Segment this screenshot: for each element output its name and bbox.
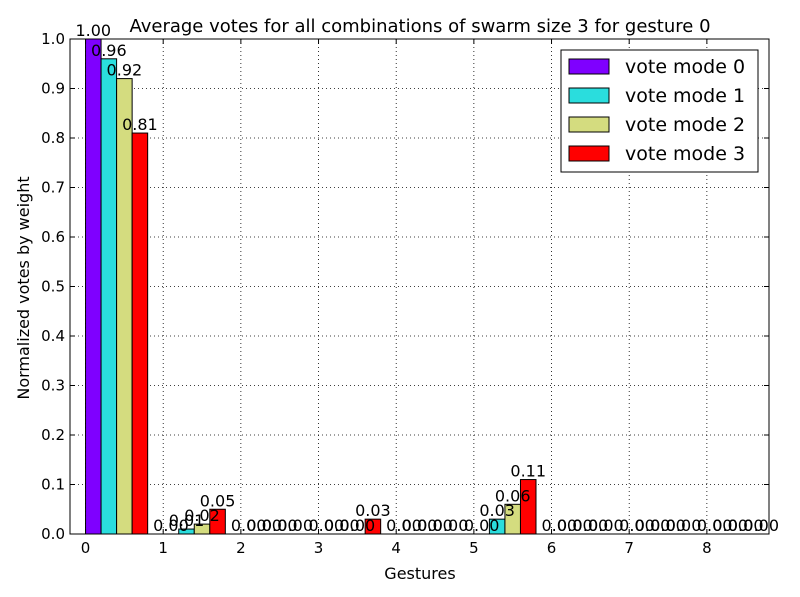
y-tick-label: 0.9 (41, 80, 65, 98)
bar-value-label: 0.81 (122, 115, 158, 134)
legend-swatch (568, 116, 610, 133)
bar-value-label: 0.00 (402, 516, 438, 535)
legend-label: vote mode 3 (625, 143, 745, 165)
y-tick-label: 0.4 (41, 327, 65, 345)
y-tick-label: 0.2 (41, 426, 65, 444)
x-tick-label: 5 (469, 539, 479, 557)
bar-value-label: 0.00 (557, 516, 593, 535)
x-axis-label: Gestures (384, 564, 455, 583)
legend-label: vote mode 0 (625, 56, 745, 78)
bar-value-label: 0.00 (340, 516, 376, 535)
axis-ticks: 0 1 2 3 4 5 6 7 8 0.0 0.1 0.2 0.3 0.4 0.5 0.6 0.7 0.8 0.9 1… (41, 30, 769, 557)
bar-value-label: 0.00 (712, 516, 748, 535)
bar-value-label: 0.00 (308, 516, 344, 535)
bar-value-label: 0.00 (246, 516, 282, 535)
legend-label: vote mode 1 (625, 85, 745, 107)
bar-value-label: 0.03 (355, 501, 391, 520)
bar-value-label: 0.96 (91, 41, 127, 60)
bar-value-label: 0.00 (541, 516, 577, 535)
y-tick-label: 0.6 (41, 228, 65, 246)
bar (85, 38, 102, 535)
bar-value-label: 0.00 (743, 516, 779, 535)
y-tick-label: 0.8 (41, 129, 65, 147)
x-tick-label: 6 (547, 539, 557, 557)
bar-value-label: 0.00 (573, 516, 609, 535)
bar (116, 78, 133, 535)
bar-value-label: 0.03 (479, 501, 515, 520)
bar-value-label: 0.00 (153, 516, 189, 535)
y-tick-label: 0.3 (41, 377, 65, 395)
y-tick-label: 0.1 (41, 476, 65, 494)
bar-value-label: 0.00 (262, 516, 298, 535)
bar (100, 58, 118, 535)
bar-value-label: 0.00 (433, 516, 469, 535)
chart-title: Average votes for all combinations of sw… (129, 16, 710, 37)
x-tick-label: 4 (391, 539, 401, 557)
bar-value-label: 0.00 (386, 516, 422, 535)
legend: vote mode 0 vote mode 1 vote mode 2 vote mo… (560, 49, 759, 173)
bar-value-label: 0.92 (107, 61, 143, 80)
bar-value-label: 0.00 (231, 516, 267, 535)
x-tick-label: 0 (81, 539, 91, 557)
legend-swatch (568, 87, 610, 104)
legend-swatch (568, 145, 610, 162)
bar (131, 132, 149, 535)
bar-value-label: 0.05 (200, 491, 236, 510)
y-tick-label: 0.5 (41, 278, 65, 296)
bar-value-label: 0.00 (588, 516, 624, 535)
bar-value-label: 0.00 (728, 516, 764, 535)
x-tick-label: 7 (624, 539, 634, 557)
bar-value-label: 0.00 (619, 516, 655, 535)
y-tick-label: 0.0 (41, 525, 65, 543)
bar-value-label: 1.00 (75, 21, 111, 40)
bar-value-label: 0.00 (666, 516, 702, 535)
x-tick-label: 1 (158, 539, 168, 557)
x-tick-label: 8 (702, 539, 712, 557)
bar-value-label: 0.11 (510, 462, 546, 481)
bar-value-label: 0.00 (635, 516, 671, 535)
y-tick-label: 0.7 (41, 179, 65, 197)
legend-label: vote mode 2 (625, 114, 745, 136)
bar-value-label: 0.00 (650, 516, 686, 535)
y-tick-label: 1.0 (41, 30, 65, 48)
x-tick-label: 2 (236, 539, 246, 557)
bar-value-labels: 1.000.00 0.00 0.00 0.00 0.00 0.00 0.00 0.000.96… (75, 21, 779, 535)
bar-value-label: 0.00 (277, 516, 313, 535)
bar-value-label: 0.00 (697, 516, 733, 535)
bar-value-label: 0.01 (169, 511, 205, 530)
bar-value-label: 0.00 (417, 516, 453, 535)
legend-swatch (568, 58, 610, 75)
bar-value-label: 0.06 (495, 486, 531, 505)
bar-value-label: 0.00 (464, 516, 500, 535)
y-axis-label: Normalized votes by weight (14, 176, 33, 399)
x-tick-label: 3 (314, 539, 324, 557)
bar-value-label: 0.00 (324, 516, 360, 535)
bar-value-label: 0.02 (184, 506, 220, 525)
